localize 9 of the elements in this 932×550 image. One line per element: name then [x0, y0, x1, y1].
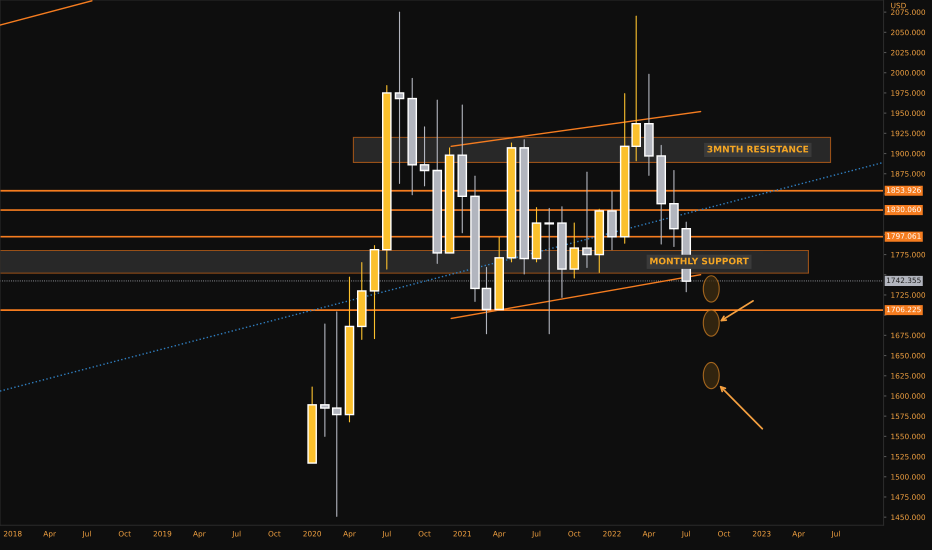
band-label: MONTHLY SUPPORT: [650, 258, 749, 264]
candlestick: [569, 222, 580, 279]
candlestick: [582, 172, 592, 268]
candlestick: [320, 323, 330, 437]
candlestick: [332, 311, 342, 517]
candlestick: [631, 16, 641, 162]
band-label: 3MNTH RESISTANCE: [707, 146, 808, 153]
candlestick: [394, 12, 404, 184]
candlestick: [420, 126, 430, 186]
